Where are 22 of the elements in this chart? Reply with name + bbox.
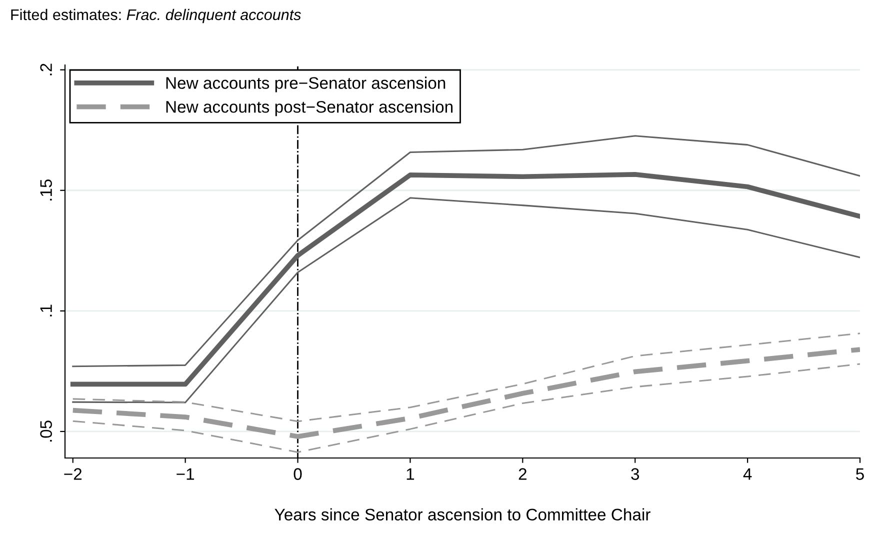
x-tick-label: 2 [518,468,526,480]
x-axis-title: Years since Senator ascension to Committee Chair [274,508,650,520]
x-tick-label: 1 [406,468,414,480]
line-series [72,197,860,404]
x-tick-label: −1 [176,468,194,480]
chart-subtitle: Frac. delinquent accounts [126,8,301,24]
x-tick-label: 0 [294,468,302,480]
y-tick-label: .2 [40,64,52,76]
x-tick-label: 3 [631,468,640,480]
y-tick-label: .1 [40,304,52,316]
legend-label: New accounts post−Senator ascension [166,100,453,116]
legend-label: New accounts pre−Senator ascension [166,76,446,92]
line-series [72,363,860,453]
line-series [70,172,860,387]
y-tick-label: .05 [40,420,52,442]
chart-title: Fitted estimates: [11,8,121,20]
x-tick-label: 5 [856,468,864,480]
line-series [72,332,860,422]
x-tick-label: 4 [743,468,752,480]
line-series [72,135,860,368]
y-tick-label: .15 [40,179,52,200]
x-tick-label: −2 [64,468,82,480]
